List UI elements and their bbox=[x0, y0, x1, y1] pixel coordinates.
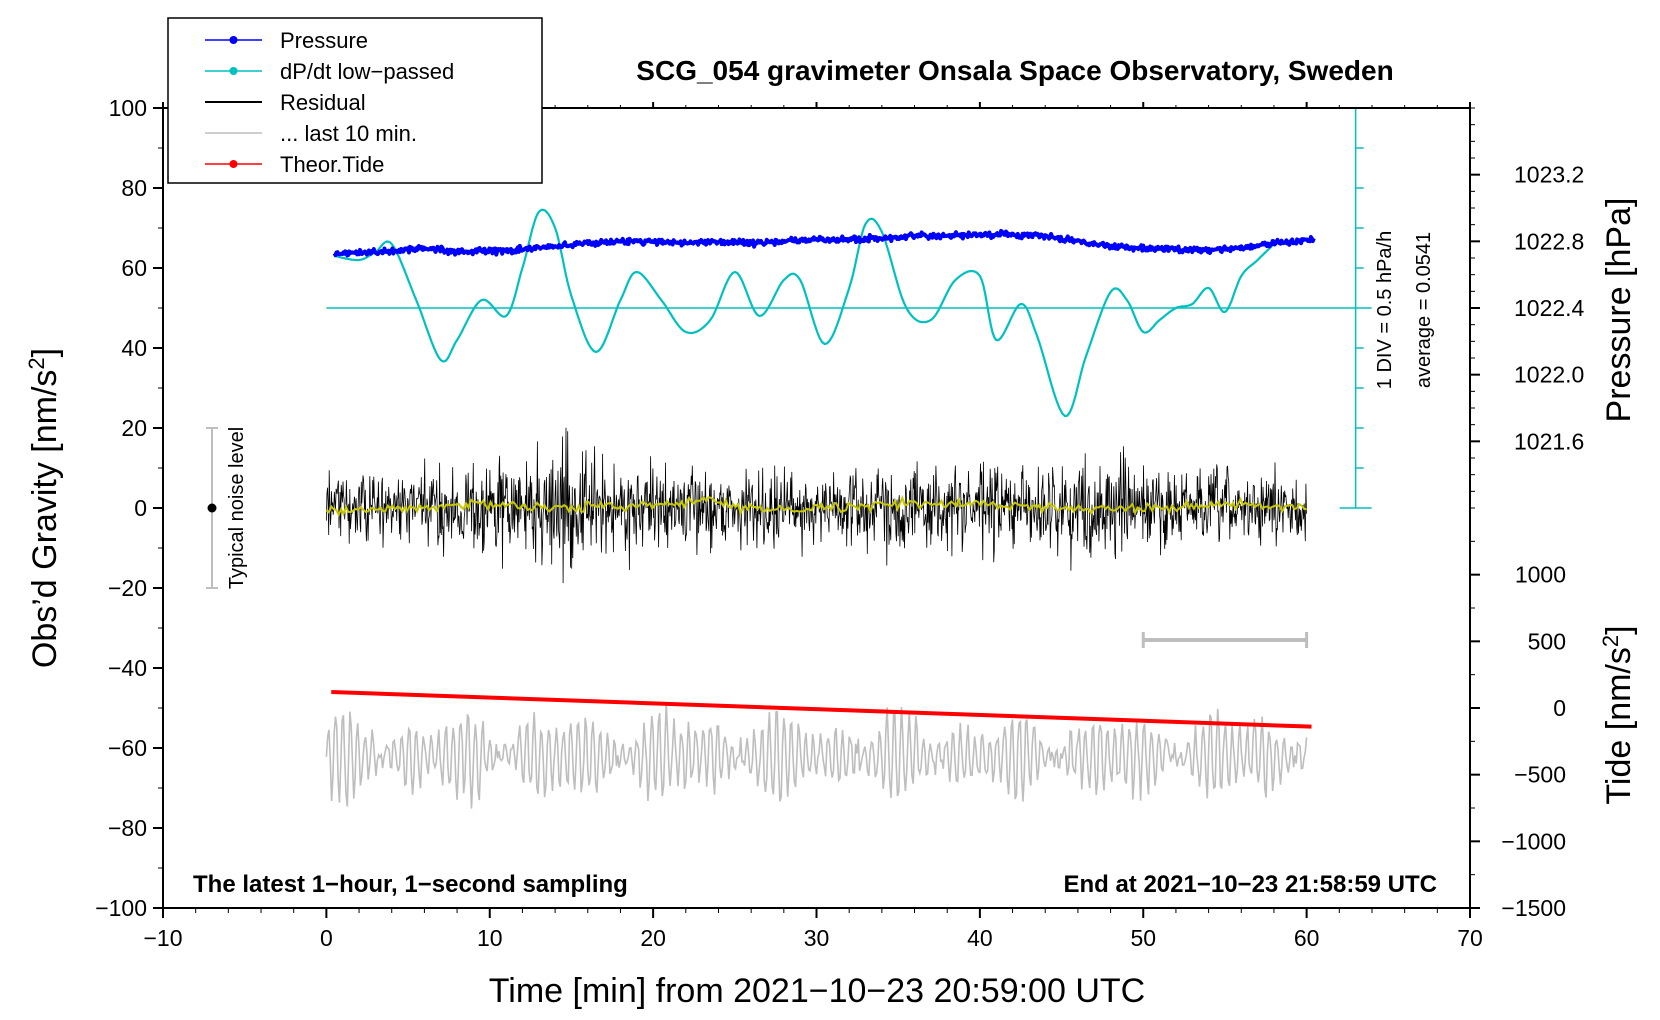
x-axis-title: Time [min] from 2021−10−23 20:59:00 UTC bbox=[489, 972, 1145, 1010]
legend-label: ... last 10 min. bbox=[280, 121, 417, 146]
series-dpdt bbox=[334, 208, 1275, 418]
tide-tick-label: −500 bbox=[1514, 762, 1566, 788]
series-pressure bbox=[332, 228, 1316, 258]
tide-tick-label: −1000 bbox=[1501, 828, 1566, 854]
tide-tick-label: 0 bbox=[1553, 695, 1566, 721]
y-axis-title-pressure: Pressure [hPa] bbox=[1600, 198, 1638, 423]
y-tick-label: 60 bbox=[121, 255, 147, 281]
x-tick-label: 30 bbox=[804, 925, 830, 951]
y-tick-label: 20 bbox=[121, 415, 147, 441]
y-axis-title-left-sup: 2 bbox=[24, 357, 49, 369]
y-tick-label: 100 bbox=[109, 95, 147, 121]
y-axis-title-tide-main: Tide [nm/s bbox=[1600, 647, 1638, 804]
noise-bar-center bbox=[207, 503, 217, 513]
tide-tick-label: 500 bbox=[1528, 628, 1566, 654]
noise-level-label: Typical noise level bbox=[226, 427, 248, 589]
tide-tick-label: 1000 bbox=[1515, 562, 1566, 588]
x-tick-label: 40 bbox=[967, 925, 993, 951]
series-residual bbox=[326, 427, 1307, 584]
series-last-10-min bbox=[325, 703, 1308, 809]
y-tick-label: −40 bbox=[108, 655, 147, 681]
y-tick-label: −100 bbox=[95, 895, 147, 921]
series-residual-smoothed bbox=[325, 495, 1307, 518]
y-tick-label: −60 bbox=[108, 735, 147, 761]
annotation-end-time: End at 2021−10−23 21:58:59 UTC bbox=[1063, 871, 1437, 898]
x-tick-label: 50 bbox=[1130, 925, 1156, 951]
legend: Pressure dP/dt low−passed Residual ... last… bbox=[167, 17, 543, 184]
series-layer bbox=[206, 107, 1372, 809]
y-tick-label: −80 bbox=[108, 815, 147, 841]
y-tick-label: 0 bbox=[134, 495, 147, 521]
pressure-tick-label: 1022.0 bbox=[1514, 362, 1584, 388]
y-axis-title-left: Obs’d Gravity [nm/s2] bbox=[24, 348, 64, 668]
pressure-tick-label: 1022.4 bbox=[1514, 295, 1585, 321]
y-tick-label: 40 bbox=[121, 335, 147, 361]
pressure-tick-label: 1023.2 bbox=[1514, 162, 1584, 188]
legend-marker bbox=[229, 67, 238, 75]
x-tick-label: −10 bbox=[143, 925, 182, 951]
x-tick-label: 0 bbox=[320, 925, 333, 951]
y-axis-title-tide: Tide [nm/s2] bbox=[1598, 625, 1638, 804]
x-tick-label: 70 bbox=[1457, 925, 1483, 951]
y-axis-title-tide-sup: 2 bbox=[1598, 635, 1623, 647]
legend-marker bbox=[229, 160, 238, 168]
pressure-tick-label: 1022.8 bbox=[1514, 228, 1584, 254]
y-tick-label: −20 bbox=[108, 575, 147, 601]
legend-marker bbox=[229, 36, 238, 44]
chart-title: SCG_054 gravimeter Onsala Space Observat… bbox=[636, 55, 1393, 86]
pressure-scale-average-label: average = 0.0541 bbox=[1413, 232, 1435, 388]
y-axis-title-left-main: Obs’d Gravity [nm/s bbox=[26, 370, 64, 669]
legend-label: Pressure bbox=[280, 28, 368, 53]
legend-label: dP/dt low−passed bbox=[280, 59, 454, 84]
y-tick-label: 80 bbox=[121, 175, 147, 201]
legend-box bbox=[167, 17, 543, 184]
annotation-sampling: The latest 1−hour, 1−second sampling bbox=[193, 871, 628, 898]
y-axis-title-tide-tail: ] bbox=[1600, 625, 1638, 634]
legend-label: Residual bbox=[280, 90, 366, 115]
pressure-tick-label: 1021.6 bbox=[1514, 428, 1584, 454]
tide-tick-label: −1500 bbox=[1501, 895, 1566, 921]
series-theor-tide bbox=[331, 690, 1312, 729]
x-tick-label: 10 bbox=[477, 925, 503, 951]
y-axis-title-left-tail: ] bbox=[26, 348, 64, 357]
x-tick-label: 20 bbox=[640, 925, 666, 951]
axes-ticks: −10 0 10 20 30 40 50 60 70−100−80−60−40−20020406… bbox=[95, 95, 1584, 951]
pressure-scale-div-label: 1 DIV = 0.5 hPa/h bbox=[1374, 231, 1396, 389]
x-tick-label: 60 bbox=[1294, 925, 1320, 951]
legend-label: Theor.Tide bbox=[280, 152, 384, 177]
